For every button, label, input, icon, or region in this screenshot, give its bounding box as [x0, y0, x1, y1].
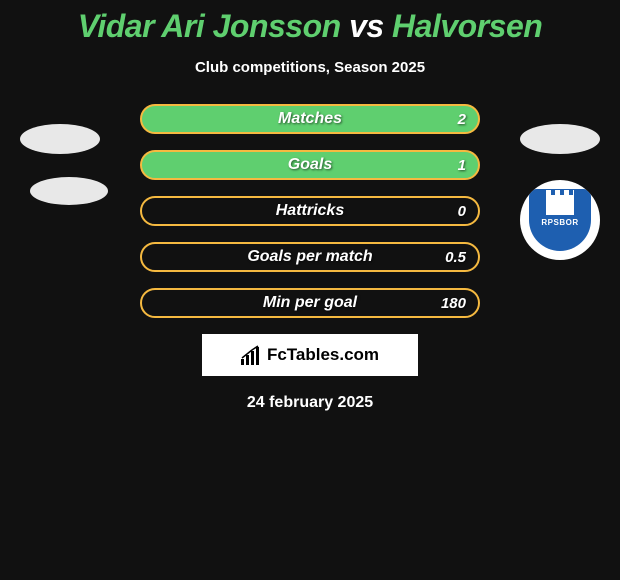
player1-club-placeholder	[30, 177, 108, 205]
competition-subtitle: Club competitions, Season 2025	[0, 59, 620, 76]
comparison-title: Vidar Ari Jonsson vs Halvorsen	[0, 0, 620, 45]
club-shield-icon: RPSBOR	[529, 189, 591, 251]
player2-club-logo: RPSBOR	[520, 180, 600, 260]
stat-bar-min-per-goal: Min per goal 180	[140, 288, 480, 318]
stat-value: 180	[441, 295, 466, 312]
stat-label: Min per goal	[263, 294, 357, 312]
stat-value: 2	[458, 111, 466, 128]
stat-label: Goals per match	[247, 248, 372, 266]
stat-label: Matches	[278, 110, 342, 128]
player2-avatar-placeholder	[520, 124, 600, 154]
stat-label: Hattricks	[276, 202, 344, 220]
player1-avatar-placeholder	[20, 124, 100, 154]
brand-text: FcTables.com	[267, 345, 379, 365]
vs-label: vs	[349, 8, 384, 44]
player2-name: Halvorsen	[392, 8, 542, 44]
stat-bar-goals-per-match: Goals per match 0.5	[140, 242, 480, 272]
stat-bar-hattricks: Hattricks 0	[140, 196, 480, 226]
club-logo-text: RPSBOR	[541, 218, 578, 227]
player1-name: Vidar Ari Jonsson	[78, 8, 341, 44]
stat-value: 0.5	[445, 249, 466, 266]
brand-box: FcTables.com	[202, 334, 418, 376]
stat-label: Goals	[288, 156, 332, 174]
stat-bar-goals: Goals 1	[140, 150, 480, 180]
castle-icon	[546, 195, 574, 215]
stat-value: 1	[458, 157, 466, 174]
stat-value: 0	[458, 203, 466, 220]
footer-date: 24 february 2025	[0, 394, 620, 412]
chart-icon	[241, 345, 263, 365]
stat-bar-matches: Matches 2	[140, 104, 480, 134]
stats-bars-container: Matches 2 Goals 1 Hattricks 0 Goals per …	[140, 104, 480, 318]
